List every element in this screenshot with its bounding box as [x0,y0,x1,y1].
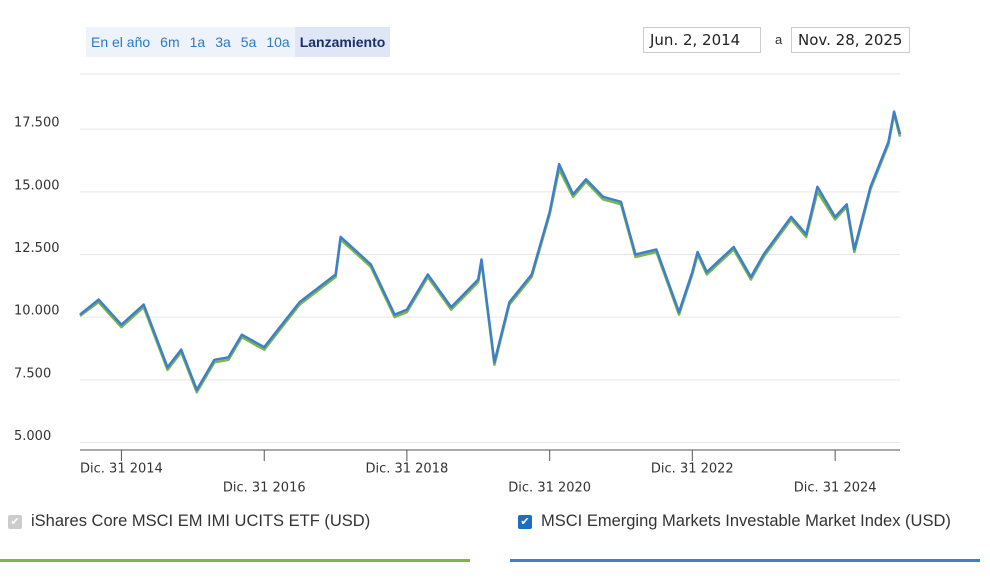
range-button[interactable]: En el año [91,34,151,50]
y-tick-label: 17.500 [14,116,60,131]
legend-item[interactable]: ✔ iShares Core MSCI EM IMI UCITS ETF (USD… [8,512,458,531]
range-button[interactable]: 5a [240,34,257,50]
x-tick-label: Dic. 31 2020 [508,481,591,496]
y-tick-label: 12.500 [14,241,60,256]
range-button[interactable]: 3a [215,34,231,50]
x-tick-label: Dic. 31 2024 [794,481,877,496]
series-line [79,112,902,394]
legend-label: MSCI Emerging Markets Investable Market … [541,512,951,530]
series-line [79,110,902,392]
legend-underline [0,559,470,562]
x-tick-label: Dic. 31 2014 [80,462,163,477]
x-tick-label: Dic. 31 2022 [651,462,734,477]
y-tick-label: 15.000 [14,178,60,193]
range-button[interactable]: 6m [160,34,180,50]
legend-label: iShares Core MSCI EM IMI UCITS ETF (USD) [31,512,371,530]
date-from[interactable]: Jun. 2, 2014 [643,27,761,53]
date-to[interactable]: Nov. 28, 2025 [791,27,910,53]
range-button[interactable]: 10a [266,34,290,50]
legend-item[interactable]: ✔ MSCI Emerging Markets Investable Market… [518,512,958,531]
range-button[interactable]: Lanzamiento [294,27,391,57]
y-tick-label: 7.500 [14,366,51,381]
y-tick-label: 10.000 [14,304,60,319]
chart: 5.000 7.500 10.000 12.500 15.000 17.500 Dic. 3… [14,73,902,496]
range-button[interactable]: 1a [189,34,206,50]
legend-underline [510,559,980,562]
checkbox[interactable]: ✔ [518,515,532,529]
x-tick-label: Dic. 31 2016 [223,481,306,496]
x-tick-label: Dic. 31 2018 [365,462,448,477]
checkbox[interactable]: ✔ [8,515,22,529]
range-buttons: En el año 6m 1a 3a 5a 10a Lanzamiento [86,27,391,57]
y-tick-label: 5.000 [14,429,51,444]
date-separator: a [775,32,783,47]
